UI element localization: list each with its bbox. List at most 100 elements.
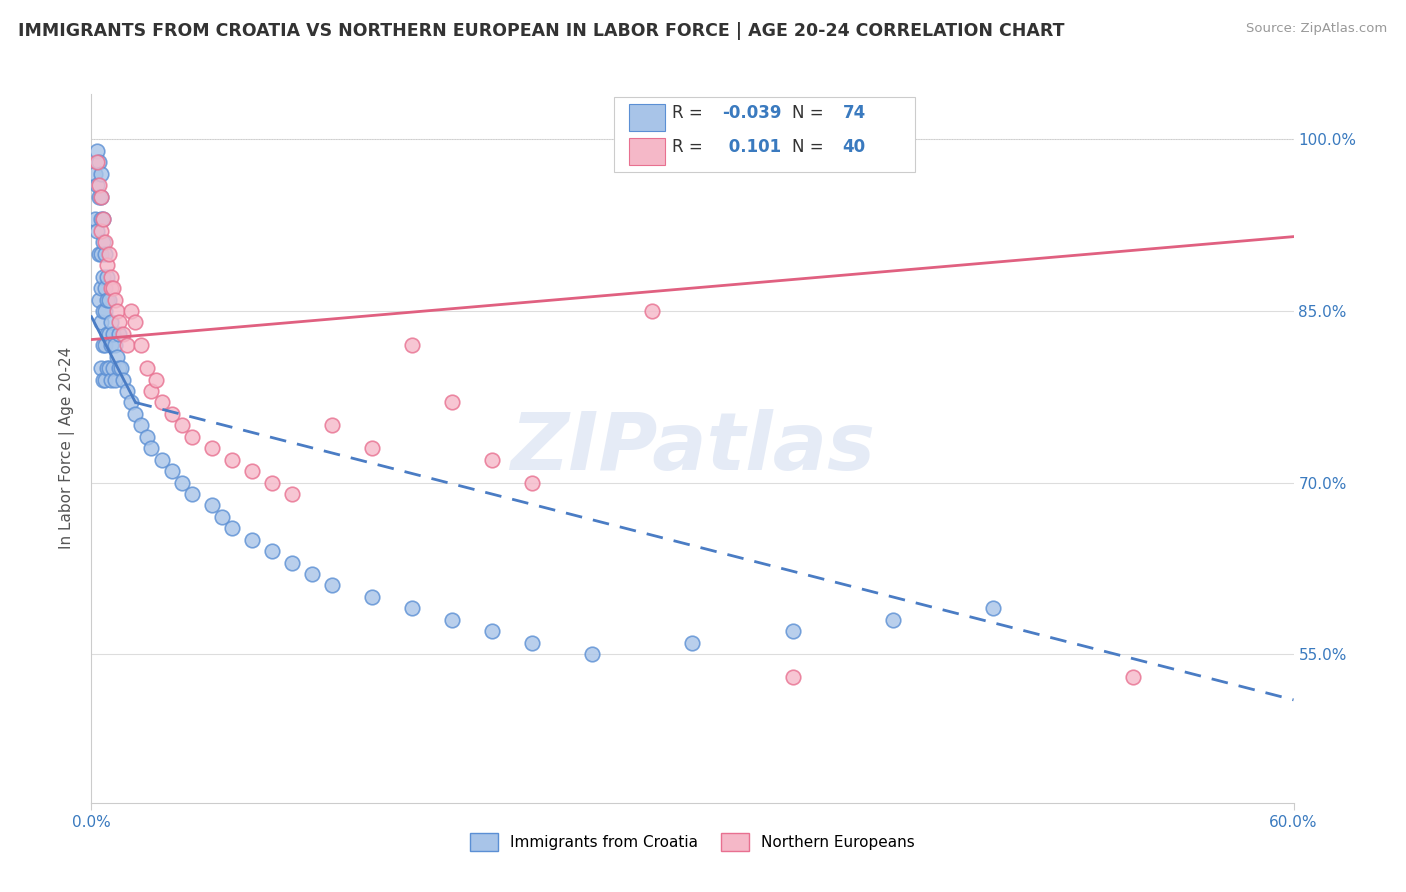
Point bbox=[94, 304, 117, 318]
Point bbox=[90, 247, 112, 261]
Point bbox=[98, 293, 121, 307]
Point bbox=[112, 373, 135, 387]
Point bbox=[1122, 670, 1144, 684]
Point bbox=[160, 407, 183, 421]
Point bbox=[221, 521, 243, 535]
Point bbox=[103, 361, 125, 376]
Point bbox=[90, 361, 112, 376]
Point bbox=[108, 361, 131, 376]
Point bbox=[281, 487, 304, 501]
Point bbox=[882, 613, 904, 627]
Text: ZIPatlas: ZIPatlas bbox=[510, 409, 875, 487]
Point bbox=[94, 247, 117, 261]
Point bbox=[321, 418, 343, 433]
Point bbox=[782, 624, 804, 639]
Point bbox=[981, 601, 1004, 615]
Point bbox=[131, 418, 153, 433]
Point bbox=[89, 247, 111, 261]
Point bbox=[89, 293, 111, 307]
Point bbox=[124, 407, 146, 421]
Point bbox=[96, 269, 118, 284]
Point bbox=[121, 395, 143, 409]
Point bbox=[96, 326, 118, 341]
Point bbox=[321, 578, 343, 592]
Point bbox=[108, 326, 131, 341]
Point bbox=[93, 212, 115, 227]
Point bbox=[89, 178, 111, 193]
Point bbox=[107, 304, 129, 318]
Point bbox=[117, 384, 139, 398]
Point bbox=[90, 224, 112, 238]
Point bbox=[136, 361, 159, 376]
Point bbox=[90, 167, 112, 181]
Text: 0.101: 0.101 bbox=[723, 137, 780, 155]
Point bbox=[301, 567, 323, 582]
Point bbox=[89, 155, 111, 169]
Point bbox=[94, 235, 117, 250]
Legend: Immigrants from Croatia, Northern Europeans: Immigrants from Croatia, Northern Europe… bbox=[463, 825, 922, 859]
Point bbox=[124, 315, 146, 329]
Point bbox=[100, 373, 122, 387]
Point bbox=[782, 670, 804, 684]
Point bbox=[84, 212, 107, 227]
Point bbox=[86, 224, 108, 238]
Text: N =: N = bbox=[792, 104, 830, 122]
Point bbox=[481, 624, 503, 639]
Point bbox=[281, 556, 304, 570]
Point bbox=[96, 361, 118, 376]
Point bbox=[131, 338, 153, 352]
Point bbox=[360, 590, 382, 604]
Point bbox=[98, 361, 121, 376]
Point bbox=[86, 144, 108, 158]
Point bbox=[103, 281, 125, 295]
Text: 40: 40 bbox=[842, 137, 866, 155]
Point bbox=[90, 212, 112, 227]
Point bbox=[90, 189, 112, 203]
Point bbox=[108, 315, 131, 329]
Point bbox=[522, 635, 544, 649]
Point bbox=[94, 373, 117, 387]
Point bbox=[240, 533, 263, 547]
Point bbox=[150, 452, 173, 467]
Point bbox=[86, 178, 108, 193]
Point bbox=[522, 475, 544, 490]
Point bbox=[150, 395, 173, 409]
Point bbox=[240, 464, 263, 478]
Point bbox=[260, 475, 283, 490]
Point bbox=[481, 452, 503, 467]
Bar bbox=[628, 103, 665, 130]
Point bbox=[86, 155, 108, 169]
Point bbox=[93, 235, 115, 250]
Point bbox=[440, 395, 463, 409]
Point bbox=[170, 475, 193, 490]
Text: R =: R = bbox=[672, 137, 709, 155]
Point bbox=[107, 350, 129, 364]
Text: IMMIGRANTS FROM CROATIA VS NORTHERN EUROPEAN IN LABOR FORCE | AGE 20-24 CORRELAT: IMMIGRANTS FROM CROATIA VS NORTHERN EURO… bbox=[18, 22, 1064, 40]
Point bbox=[121, 304, 143, 318]
Text: 74: 74 bbox=[842, 104, 866, 122]
Point bbox=[211, 509, 233, 524]
Point bbox=[100, 315, 122, 329]
Y-axis label: In Labor Force | Age 20-24: In Labor Force | Age 20-24 bbox=[59, 347, 76, 549]
Point bbox=[93, 338, 115, 352]
Point bbox=[104, 338, 127, 352]
Point bbox=[90, 315, 112, 329]
Point bbox=[93, 269, 115, 284]
Point bbox=[581, 647, 603, 661]
Point bbox=[160, 464, 183, 478]
Point bbox=[103, 326, 125, 341]
Point bbox=[201, 499, 224, 513]
Point bbox=[100, 338, 122, 352]
Point bbox=[221, 452, 243, 467]
Bar bbox=[628, 137, 665, 164]
Point bbox=[201, 442, 224, 455]
Point bbox=[110, 361, 132, 376]
Point bbox=[94, 338, 117, 352]
Point bbox=[112, 326, 135, 341]
Point bbox=[681, 635, 703, 649]
Point bbox=[98, 247, 121, 261]
Text: N =: N = bbox=[792, 137, 830, 155]
Point bbox=[104, 373, 127, 387]
Point bbox=[180, 430, 202, 444]
Point bbox=[93, 304, 115, 318]
